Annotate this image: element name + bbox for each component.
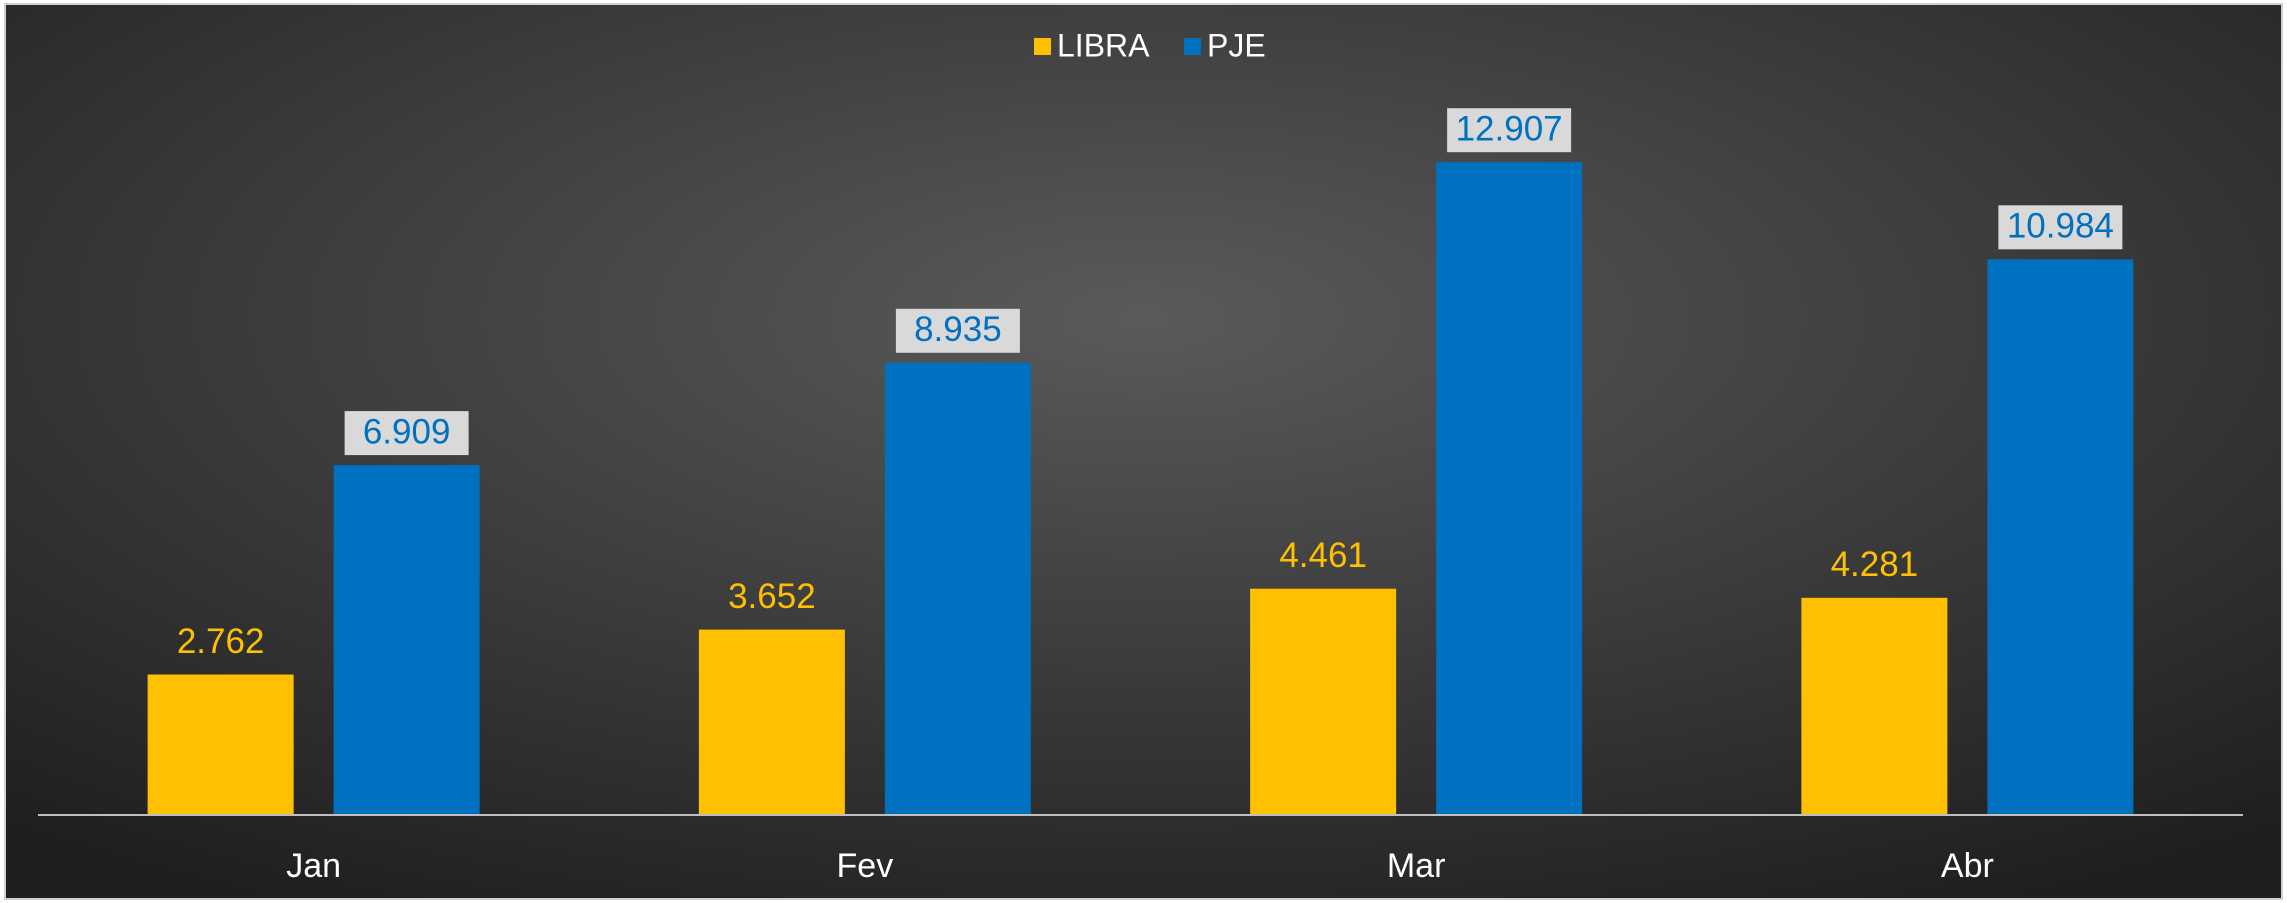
bar xyxy=(1436,162,1583,814)
data-label: 4.461 xyxy=(1279,536,1367,575)
x-tick-label: Abr xyxy=(1941,847,1994,885)
data-label: 4.281 xyxy=(1831,545,1919,584)
bar xyxy=(333,465,480,814)
x-tick-label: Fev xyxy=(837,847,894,885)
x-tick-label: Mar xyxy=(1387,847,1446,885)
legend-swatch xyxy=(1034,38,1051,55)
bar xyxy=(147,674,294,814)
data-label-box xyxy=(1447,108,1572,153)
data-label: 6.909 xyxy=(363,412,451,451)
bar xyxy=(1987,259,2134,815)
bar xyxy=(884,362,1031,814)
bar xyxy=(698,629,845,814)
legend-label: PJE xyxy=(1207,27,1266,63)
data-label: 12.907 xyxy=(1456,109,1563,148)
data-label: 3.652 xyxy=(728,577,816,616)
data-label: 2.762 xyxy=(177,622,265,661)
x-tick-label: Jan xyxy=(286,847,341,885)
data-label-box xyxy=(344,411,469,456)
bar xyxy=(1801,597,1948,814)
data-label: 10.984 xyxy=(2007,207,2114,246)
data-label-box xyxy=(895,308,1020,353)
legend-swatch xyxy=(1184,38,1201,55)
bar xyxy=(1250,588,1397,814)
data-label: 8.935 xyxy=(914,310,1002,349)
data-label-box xyxy=(1998,205,2123,250)
legend-label: LIBRA xyxy=(1057,27,1150,63)
